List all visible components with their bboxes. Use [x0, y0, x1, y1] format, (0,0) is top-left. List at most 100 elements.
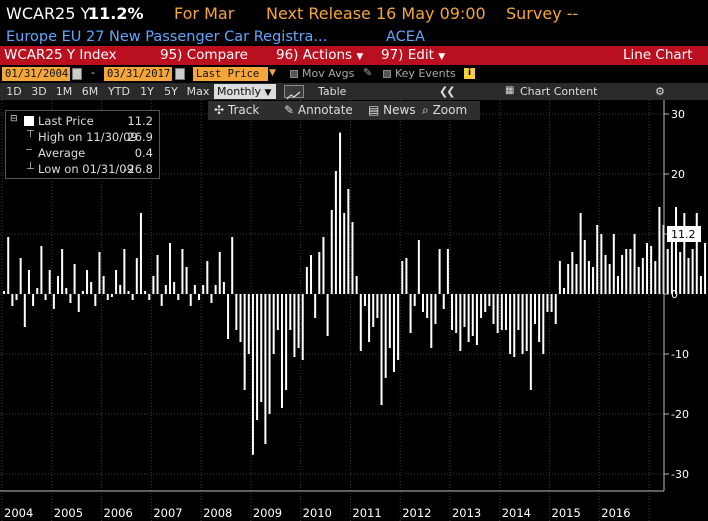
bar [500, 294, 503, 330]
edit-button[interactable]: 97) Edit ▼ [381, 47, 445, 66]
bar [318, 252, 321, 294]
next-release: Next Release 16 May 09:00 [266, 4, 486, 23]
bar [592, 267, 595, 294]
collapse-left-icon[interactable]: ❮❮ [439, 85, 456, 98]
start-date-input[interactable]: 01/31/2004 [2, 67, 70, 81]
bar [434, 294, 437, 324]
bar [148, 294, 151, 300]
bar [301, 294, 304, 360]
bar [525, 294, 528, 351]
period-1y-button[interactable]: 1Y [140, 85, 154, 98]
calendar-icon[interactable] [175, 68, 185, 80]
end-date-input[interactable]: 03/31/2017 [104, 67, 172, 81]
period-3d-button[interactable]: 3D [31, 85, 47, 98]
zoom-button[interactable]: ⌕ Zoom [422, 102, 467, 119]
y-tick-label: 0 [671, 288, 678, 301]
bar [463, 294, 466, 327]
news-button[interactable]: ▤ News [368, 102, 416, 119]
collapse-icon[interactable]: ⊟ [10, 114, 18, 124]
table-button[interactable]: Table [318, 85, 347, 98]
legend-avg-value: 0.4 [134, 146, 153, 160]
compare-button[interactable]: 95) Compare [160, 47, 248, 64]
chart-type-label[interactable]: Line Chart [623, 47, 693, 63]
annotate-button[interactable]: ✎ Annotate [284, 102, 353, 119]
bar [160, 294, 163, 306]
chevron-down-icon[interactable]: ▼ [269, 68, 276, 78]
bar [285, 294, 288, 390]
average-marker-icon: ┄ [26, 145, 33, 156]
bar [247, 294, 250, 354]
chart-toolbar: ✣ Track ✎ Annotate ▤ News ⌕ Zoom [208, 101, 480, 120]
chevron-down-icon: ▼ [356, 52, 364, 62]
gear-icon[interactable]: ⚙ [655, 85, 665, 98]
track-button[interactable]: ✣ Track [214, 102, 259, 119]
x-tick-label: 2016 [601, 506, 630, 520]
period-max-button[interactable]: Max [186, 85, 210, 98]
bar [513, 294, 516, 357]
ticker-label[interactable]: WCAR25 Y [6, 4, 91, 23]
pencil-icon[interactable]: ✎ [363, 66, 373, 79]
survey: Survey -- [506, 4, 579, 23]
field-select[interactable]: Last Price [193, 67, 268, 81]
x-tick-label: 2009 [253, 506, 282, 520]
bar-chart[interactable]: -30-20-100102030200420052006200720082009… [0, 100, 708, 521]
bar [185, 267, 188, 294]
bar [276, 294, 279, 330]
bar [135, 258, 138, 294]
last-value: 11.2% [88, 4, 144, 23]
x-tick-label: 2011 [352, 506, 381, 520]
info-icon[interactable]: i [464, 68, 475, 79]
compare-number: 95) [160, 47, 183, 63]
bar [546, 294, 549, 312]
y-tick-label: -20 [671, 408, 689, 421]
bar [3, 291, 6, 294]
frequency-label: Monthly [217, 85, 262, 98]
chart-content-button[interactable]: Chart Content [520, 85, 598, 98]
annotate-icon: ✎ [284, 103, 295, 117]
bar [293, 294, 296, 357]
bar [61, 249, 64, 294]
line-chart-icon[interactable] [284, 85, 304, 100]
bar [563, 288, 566, 294]
period-6m-button[interactable]: 6M [81, 85, 99, 98]
period-1m-button[interactable]: 1M [55, 85, 73, 98]
legend-avg-label: Average [38, 146, 86, 160]
bar [475, 294, 478, 345]
period-5y-button[interactable]: 5Y [164, 85, 178, 98]
key-events-checkbox[interactable] [383, 70, 391, 78]
mov-avgs-checkbox[interactable] [290, 70, 298, 78]
bar [704, 243, 707, 294]
bar [144, 291, 147, 294]
period-ytd-button[interactable]: YTD [108, 85, 130, 98]
chart-content-icon: ▦ [505, 85, 515, 96]
bar [198, 294, 201, 300]
bar [181, 249, 184, 294]
bar [343, 213, 346, 294]
actions-button[interactable]: 96) Actions ▼ [276, 47, 363, 66]
bar [106, 294, 109, 300]
bar [355, 276, 358, 294]
bar [654, 261, 657, 294]
bar [409, 294, 412, 333]
bar [119, 285, 122, 294]
bar [417, 240, 420, 294]
bar [77, 294, 80, 312]
period-bar: 1D 3D 1M 6M YTD 1Y 5Y Max Monthly ▼ Tabl… [0, 83, 708, 100]
last-value-label: 11.2 [671, 228, 696, 241]
frequency-select[interactable]: Monthly ▼ [214, 84, 276, 99]
bar [380, 294, 383, 405]
news-icon: ▤ [368, 103, 380, 117]
bar [235, 294, 238, 330]
index-label[interactable]: WCAR25 Y Index [4, 47, 117, 63]
period-1d-button[interactable]: 1D [6, 85, 22, 98]
bar [658, 207, 661, 294]
x-tick-label: 2010 [303, 506, 332, 520]
bar [401, 261, 404, 294]
bar [98, 252, 101, 294]
legend-low-label: Low on 01/31/09 [38, 162, 134, 176]
bar [405, 258, 408, 294]
bar [608, 264, 611, 294]
calendar-icon[interactable] [72, 68, 82, 80]
bar [575, 264, 578, 294]
news-label: News [383, 103, 416, 117]
